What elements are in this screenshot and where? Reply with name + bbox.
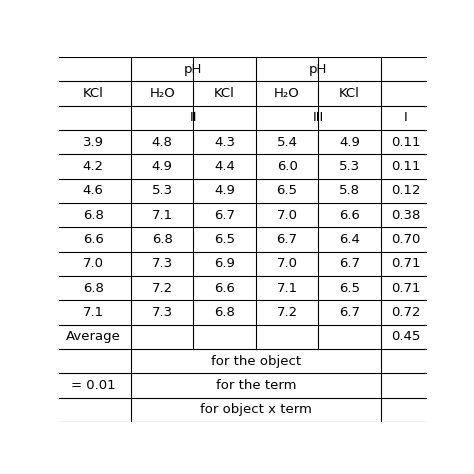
Text: 4.6: 4.6 — [83, 184, 104, 197]
Text: KCl: KCl — [83, 87, 104, 100]
Text: 4.8: 4.8 — [152, 136, 173, 148]
Text: 6.8: 6.8 — [214, 306, 235, 319]
Text: 4.9: 4.9 — [214, 184, 235, 197]
Text: for the term: for the term — [216, 379, 296, 392]
Text: 7.0: 7.0 — [276, 257, 298, 270]
Text: 6.7: 6.7 — [339, 257, 360, 270]
Text: 5.3: 5.3 — [152, 184, 173, 197]
Text: Average: Average — [66, 330, 121, 343]
Text: 0.71: 0.71 — [391, 257, 420, 270]
Text: H₂O: H₂O — [274, 87, 300, 100]
Text: pH: pH — [309, 63, 328, 75]
Text: 0.12: 0.12 — [391, 184, 420, 197]
Text: 0.11: 0.11 — [391, 160, 420, 173]
Text: 6.5: 6.5 — [276, 184, 298, 197]
Text: 4.2: 4.2 — [83, 160, 104, 173]
Text: 0.11: 0.11 — [391, 136, 420, 148]
Text: 6.6: 6.6 — [339, 209, 360, 221]
Text: 6.8: 6.8 — [83, 282, 104, 294]
Text: pH: pH — [184, 63, 202, 75]
Text: 4.3: 4.3 — [214, 136, 235, 148]
Text: 7.3: 7.3 — [152, 306, 173, 319]
Text: 6.6: 6.6 — [214, 282, 235, 294]
Text: 6.0: 6.0 — [277, 160, 298, 173]
Text: II: II — [190, 111, 197, 124]
Text: 0.38: 0.38 — [391, 209, 420, 221]
Text: 0.45: 0.45 — [391, 330, 420, 343]
Text: 6.6: 6.6 — [83, 233, 104, 246]
Text: 7.1: 7.1 — [276, 282, 298, 294]
Text: 7.1: 7.1 — [152, 209, 173, 221]
Text: 7.0: 7.0 — [83, 257, 104, 270]
Text: 5.8: 5.8 — [339, 184, 360, 197]
Text: 6.7: 6.7 — [276, 233, 298, 246]
Text: KCl: KCl — [214, 87, 235, 100]
Text: 5.3: 5.3 — [339, 160, 360, 173]
Text: I: I — [404, 111, 407, 124]
Text: 5.4: 5.4 — [276, 136, 298, 148]
Text: 6.4: 6.4 — [339, 233, 360, 246]
Text: 3.9: 3.9 — [83, 136, 104, 148]
Text: 7.2: 7.2 — [276, 306, 298, 319]
Text: 0.70: 0.70 — [391, 233, 420, 246]
Text: 6.9: 6.9 — [214, 257, 235, 270]
Text: 0.71: 0.71 — [391, 282, 420, 294]
Text: 7.1: 7.1 — [82, 306, 104, 319]
Text: for object x term: for object x term — [200, 403, 312, 416]
Text: KCl: KCl — [339, 87, 360, 100]
Text: 7.0: 7.0 — [276, 209, 298, 221]
Text: 6.7: 6.7 — [339, 306, 360, 319]
Text: 6.8: 6.8 — [83, 209, 104, 221]
Text: 4.4: 4.4 — [214, 160, 235, 173]
Text: 4.9: 4.9 — [152, 160, 173, 173]
Text: 7.3: 7.3 — [152, 257, 173, 270]
Text: 6.5: 6.5 — [214, 233, 235, 246]
Text: 7.2: 7.2 — [152, 282, 173, 294]
Text: 6.5: 6.5 — [339, 282, 360, 294]
Text: 6.7: 6.7 — [214, 209, 235, 221]
Text: 6.8: 6.8 — [152, 233, 173, 246]
Text: = 0.01: = 0.01 — [71, 379, 116, 392]
Text: 0.72: 0.72 — [391, 306, 420, 319]
Text: III: III — [313, 111, 324, 124]
Text: H₂O: H₂O — [149, 87, 175, 100]
Text: for the object: for the object — [211, 355, 301, 367]
Text: 4.9: 4.9 — [339, 136, 360, 148]
